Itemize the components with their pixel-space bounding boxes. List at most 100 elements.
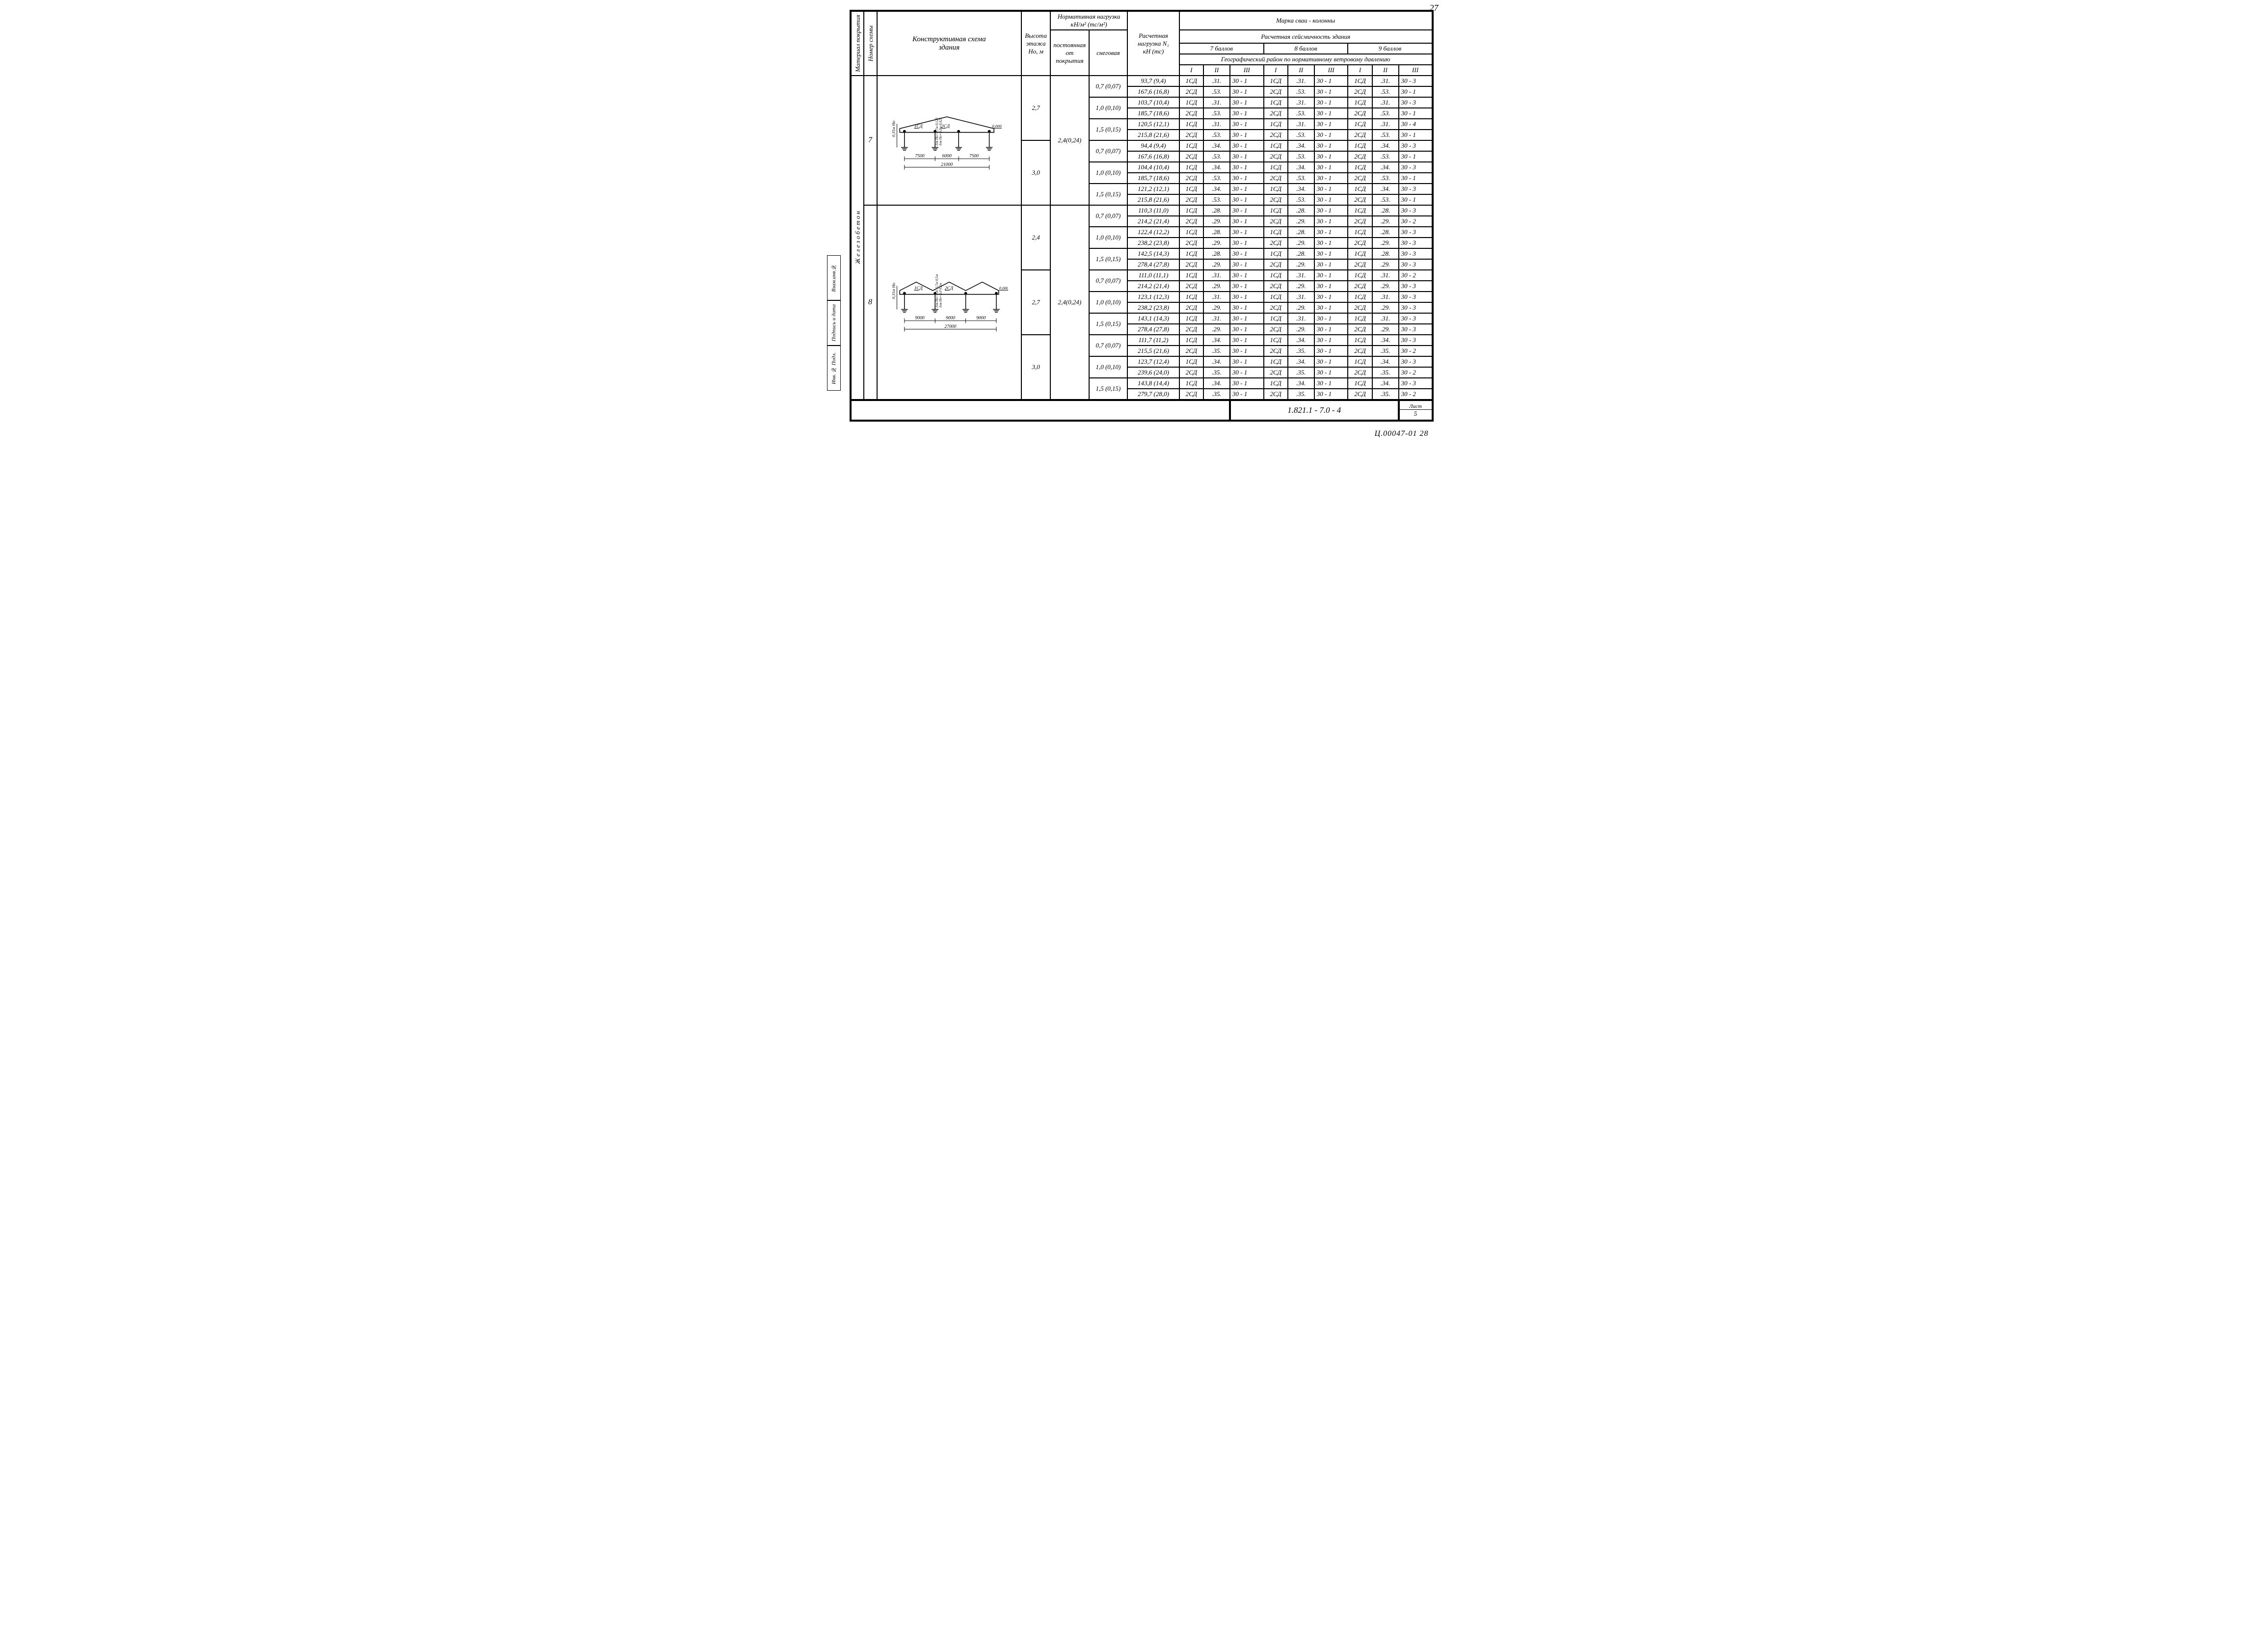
mark-cell: 30 - 1 — [1314, 216, 1348, 227]
mark-cell: 30 - 3 — [1399, 184, 1433, 194]
calc-load: 93,7 (9,4) — [1127, 76, 1179, 86]
mark-cell: 1СД — [1264, 97, 1288, 108]
mark-cell: 1СД — [1179, 76, 1203, 86]
mark-cell: 2СД — [1179, 389, 1203, 400]
mark-cell: .35. — [1288, 389, 1314, 400]
mark-cell: .53. — [1288, 151, 1314, 162]
mark-cell: 30 - 1 — [1314, 302, 1348, 313]
snow-load: 1,5 (0,15) — [1089, 378, 1128, 400]
mark-cell: 1СД — [1264, 119, 1288, 130]
calc-load: 111,7 (11,2) — [1127, 335, 1179, 346]
mark-cell: 30 - 1 — [1230, 205, 1264, 216]
mark-cell: 30 - 2 — [1399, 216, 1433, 227]
mark-cell: 30 - 1 — [1399, 130, 1433, 140]
mark-cell: 30 - 1 — [1314, 119, 1348, 130]
mark-cell: 30 - 3 — [1399, 162, 1433, 173]
mark-cell: 2СД — [1348, 108, 1372, 119]
mark-cell: .34. — [1372, 356, 1399, 367]
hdr-r2c: II — [1372, 65, 1399, 76]
mark-cell: 30 - 1 — [1399, 194, 1433, 205]
mark-cell: 30 - 1 — [1314, 227, 1348, 238]
mark-cell: 30 - 3 — [1399, 302, 1433, 313]
mark-cell: 1СД — [1264, 227, 1288, 238]
mark-cell: .31. — [1288, 270, 1314, 281]
mark-cell: 30 - 1 — [1314, 108, 1348, 119]
mark-cell: .34. — [1372, 184, 1399, 194]
hdr-calc-load: Расчетная нагрузка N₁ кН (тс) — [1127, 11, 1179, 76]
mark-cell: 1СД — [1348, 119, 1372, 130]
mark-cell: 2СД — [1264, 238, 1288, 248]
mark-cell: .35. — [1288, 346, 1314, 356]
hdr-snow: снеговая — [1089, 30, 1128, 76]
mark-cell: 2СД — [1264, 346, 1288, 356]
mark-cell: 1СД — [1264, 248, 1288, 259]
hdr-constr: Конструктивная схема здания — [877, 11, 1022, 76]
svg-text:0,35м Hо: 0,35м Hо — [891, 120, 896, 137]
mark-cell: .53. — [1203, 108, 1230, 119]
mark-cell: 2СД — [1264, 216, 1288, 227]
mark-cell: 30 - 1 — [1230, 238, 1264, 248]
mark-cell: .29. — [1203, 216, 1230, 227]
calc-load: 103,7 (10,4) — [1127, 97, 1179, 108]
mark-cell: .31. — [1372, 119, 1399, 130]
mark-cell: .28. — [1288, 227, 1314, 238]
mark-cell: 2СД — [1179, 194, 1203, 205]
mark-cell: 30 - 1 — [1230, 119, 1264, 130]
mark-cell: 2СД — [1264, 367, 1288, 378]
mark-cell: 2СД — [1348, 173, 1372, 184]
snow-load: 0,7 (0,07) — [1089, 76, 1128, 97]
mark-cell: 30 - 1 — [1314, 130, 1348, 140]
calc-load: 215,5 (21,6) — [1127, 346, 1179, 356]
calc-load: 111,0 (11,1) — [1127, 270, 1179, 281]
mark-cell: 30 - 1 — [1314, 173, 1348, 184]
calc-load: 238,2 (23,8) — [1127, 302, 1179, 313]
mark-cell: .29. — [1203, 238, 1230, 248]
mark-cell: 30 - 1 — [1230, 216, 1264, 227]
mark-cell: .34. — [1372, 162, 1399, 173]
mark-cell: 1СД — [1348, 292, 1372, 302]
mark-cell: .53. — [1372, 86, 1399, 97]
hdr-material: Материал покрытия — [854, 13, 862, 74]
mark-cell: .31. — [1203, 97, 1230, 108]
mark-cell: .28. — [1372, 248, 1399, 259]
mark-cell: 30 - 1 — [1230, 378, 1264, 389]
hdr-scheme-no: Номер схемы — [866, 24, 875, 63]
mark-cell: .31. — [1203, 313, 1230, 324]
mark-cell: 30 - 1 — [1230, 259, 1264, 270]
calc-load: 167,6 (16,8) — [1127, 86, 1179, 97]
mark-cell: .29. — [1372, 302, 1399, 313]
height-value: 2,7 — [1021, 270, 1050, 335]
snow-load: 0,7 (0,07) — [1089, 270, 1128, 292]
mark-cell: .28. — [1372, 227, 1399, 238]
mark-cell: .53. — [1288, 194, 1314, 205]
snow-load: 1,0 (0,10) — [1089, 292, 1128, 313]
mark-cell: 30 - 1 — [1230, 173, 1264, 184]
mark-cell: 30 - 1 — [1230, 367, 1264, 378]
scheme-sketch: 1СД2СД0,0000,35м Hодля Hо=2,4; 2,7м 0,5м… — [877, 205, 1022, 400]
calc-load: 215,8 (21,6) — [1127, 194, 1179, 205]
mark-cell: 30 - 1 — [1314, 378, 1348, 389]
mark-cell: 30 - 1 — [1314, 281, 1348, 292]
snow-load: 0,7 (0,07) — [1089, 205, 1128, 227]
mark-cell: 1СД — [1264, 162, 1288, 173]
mark-cell: 2СД — [1348, 151, 1372, 162]
mark-cell: 1СД — [1264, 378, 1288, 389]
height-value: 2,4 — [1021, 205, 1050, 270]
mark-cell: 30 - 3 — [1399, 378, 1433, 389]
mark-cell: 2СД — [1179, 281, 1203, 292]
mark-cell: 1СД — [1179, 140, 1203, 151]
mark-cell: 30 - 1 — [1314, 151, 1348, 162]
mark-cell: 1СД — [1179, 378, 1203, 389]
mark-cell: .29. — [1372, 216, 1399, 227]
mark-cell: 30 - 3 — [1399, 313, 1433, 324]
snow-load: 1,0 (0,10) — [1089, 97, 1128, 119]
mark-cell: 30 - 1 — [1230, 313, 1264, 324]
mark-cell: 2СД — [1264, 194, 1288, 205]
calc-load: 214,2 (21,4) — [1127, 216, 1179, 227]
mark-cell: 1СД — [1348, 140, 1372, 151]
mark-cell: .31. — [1372, 97, 1399, 108]
calc-load: 123,1 (12,3) — [1127, 292, 1179, 302]
mark-cell: 30 - 1 — [1230, 281, 1264, 292]
hdr-r2a: II — [1203, 65, 1230, 76]
mark-cell: .35. — [1203, 367, 1230, 378]
